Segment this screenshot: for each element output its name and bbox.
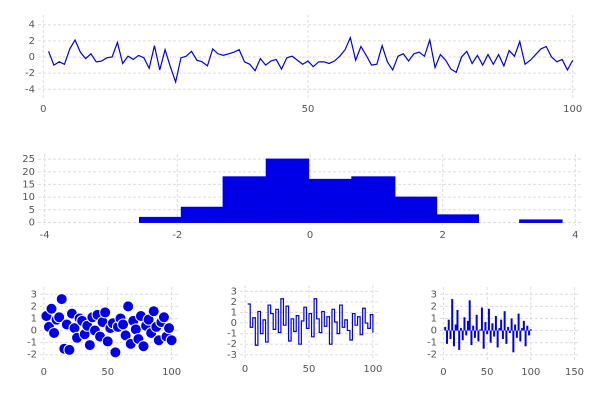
bar [180, 206, 224, 223]
y-tick-label: -1 [27, 338, 37, 349]
y-tick-label: 2 [431, 301, 437, 312]
y-tick-label: 20 [22, 167, 35, 178]
point [122, 300, 135, 313]
y-tick-label: -4 [25, 84, 35, 95]
point [165, 334, 178, 347]
y-tick-label: 3 [431, 289, 437, 300]
y-tick-label: 0 [231, 318, 237, 329]
point [157, 311, 170, 324]
y-tick-label: 10 [22, 192, 35, 203]
y-tick-label: 2 [29, 36, 35, 47]
y-tick-label: 1 [431, 313, 437, 324]
y-tick-label: 15 [22, 179, 35, 190]
point [83, 339, 96, 352]
line [48, 35, 574, 85]
x-tick-label: 0 [41, 367, 47, 378]
x-tick-label: 100 [563, 104, 582, 115]
y-tick-label: 1 [31, 313, 37, 324]
y-tick-label: -1 [227, 329, 237, 340]
point [99, 306, 112, 319]
x-tick-label: 150 [565, 367, 584, 378]
step-line [247, 298, 374, 346]
x-tick-label: 50 [302, 104, 315, 115]
x-tick-label: -4 [40, 230, 50, 241]
y-tick-label: -2 [427, 350, 437, 361]
y-tick-label: 1 [231, 307, 237, 318]
y-tick-label: 3 [231, 286, 237, 297]
point [137, 340, 150, 353]
point [55, 293, 68, 306]
bar [222, 176, 267, 223]
point [109, 346, 122, 359]
y-tick-label: -2 [25, 68, 35, 79]
x-tick-label: 50 [303, 364, 316, 375]
bar [139, 216, 182, 223]
point [63, 343, 76, 356]
point [101, 335, 114, 348]
x-tick-label: 2 [439, 230, 445, 241]
y-tick-label: -1 [427, 338, 437, 349]
x-tick-label: 100 [162, 367, 181, 378]
bar [265, 158, 310, 223]
point [53, 311, 66, 324]
y-tick-label: -2 [27, 350, 37, 361]
bar [351, 176, 396, 223]
point [48, 326, 61, 339]
y-tick-label: 0 [431, 326, 437, 337]
x-tick-label: 100 [363, 364, 382, 375]
y-tick-label: 0 [31, 326, 37, 337]
y-tick-label: 0 [29, 217, 35, 228]
x-tick-label: 50 [101, 367, 114, 378]
point [45, 302, 58, 315]
y-tick-label: -3 [227, 350, 237, 361]
bar [308, 178, 353, 223]
y-tick-label: 3 [31, 289, 37, 300]
bar [436, 214, 480, 223]
x-tick-label: 100 [521, 367, 540, 378]
x-tick-label: -2 [172, 230, 182, 241]
point [163, 322, 176, 335]
x-tick-label: 0 [440, 367, 446, 378]
x-tick-label: 0 [307, 230, 313, 241]
x-tick-label: 0 [40, 104, 46, 115]
x-tick-label: 0 [242, 364, 248, 375]
x-tick-label: 4 [572, 230, 578, 241]
y-tick-label: 5 [29, 205, 35, 216]
y-tick-label: -2 [227, 339, 237, 350]
point [117, 318, 130, 331]
point [147, 305, 160, 318]
y-tick-label: 2 [31, 301, 37, 312]
y-tick-label: 4 [29, 20, 35, 31]
x-tick-label: 50 [481, 367, 494, 378]
bar [519, 219, 563, 223]
y-tick-label: 2 [231, 297, 237, 308]
y-tick-label: 25 [22, 154, 35, 165]
y-tick-label: 0 [29, 52, 35, 63]
bar [394, 196, 438, 223]
